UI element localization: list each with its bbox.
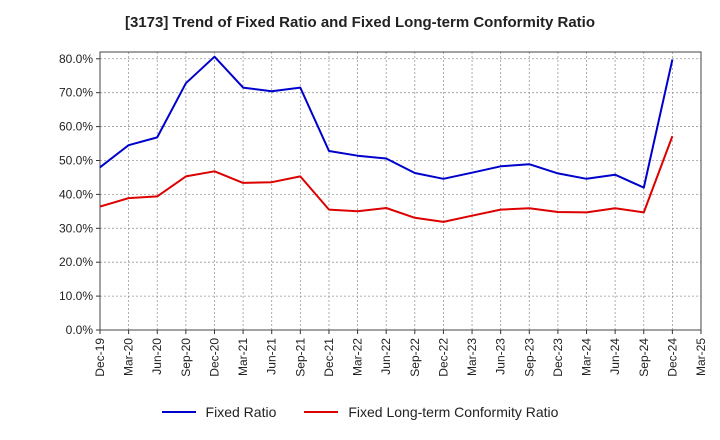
y-tick-label: 20.0% [59, 255, 93, 269]
legend-item-fixed-ratio: Fixed Ratio [161, 404, 277, 420]
x-tick-label: Dec-23 [551, 338, 565, 377]
x-tick-label: Sep-22 [408, 338, 422, 377]
x-tick-label: Mar-20 [122, 338, 136, 376]
x-tick-label: Dec-22 [436, 338, 450, 377]
chart-legend: Fixed Ratio Fixed Long-term Conformity R… [0, 404, 720, 420]
series-line-conformity-ratio [99, 135, 674, 223]
chart-title: [3173] Trend of Fixed Ratio and Fixed Lo… [124, 14, 596, 31]
x-tick-label: Dec-21 [322, 338, 336, 377]
legend-swatch-conformity-ratio [304, 411, 339, 413]
y-tick-label: 30.0% [59, 221, 93, 235]
x-tick-label: Jun-24 [608, 338, 622, 375]
x-tick-label: Sep-20 [179, 338, 193, 377]
x-tick-label: Sep-21 [293, 338, 307, 377]
legend-label-fixed-ratio: Fixed Ratio [205, 404, 277, 420]
plot-frame [99, 51, 702, 331]
x-tick-label: Jun-22 [379, 338, 393, 375]
x-tick-label: Mar-25 [694, 338, 708, 376]
x-tick-label: Dec-24 [665, 338, 679, 377]
y-tick-label: 50.0% [59, 153, 93, 167]
legend-item-conformity-ratio: Fixed Long-term Conformity Ratio [304, 404, 558, 420]
x-tick-label: Jun-23 [494, 338, 508, 375]
y-tick-label: 80.0% [59, 52, 93, 66]
x-tick-label: Mar-24 [580, 338, 594, 376]
y-tick-label: 70.0% [59, 86, 93, 100]
x-tick-label: Sep-23 [522, 338, 536, 377]
y-tick-label: 40.0% [59, 187, 93, 201]
legend-label-conformity-ratio: Fixed Long-term Conformity Ratio [348, 404, 559, 420]
x-tick-label: Dec-19 [93, 338, 107, 377]
x-tick-label: Mar-22 [351, 338, 365, 376]
y-tick-label: 10.0% [59, 289, 93, 303]
x-tick-label: Mar-23 [465, 338, 479, 376]
y-tick-label: 60.0% [59, 120, 93, 134]
x-tick-label: Jun-20 [150, 338, 164, 375]
x-tick-label: Dec-20 [207, 338, 221, 377]
x-tick-label: Mar-21 [236, 338, 250, 376]
x-tick-label: Jun-21 [265, 338, 279, 375]
legend-swatch-fixed-ratio [161, 411, 196, 413]
y-tick-label: 0.0% [66, 323, 94, 337]
series-line-fixed-ratio [99, 55, 674, 189]
x-tick-label: Sep-24 [637, 338, 651, 377]
